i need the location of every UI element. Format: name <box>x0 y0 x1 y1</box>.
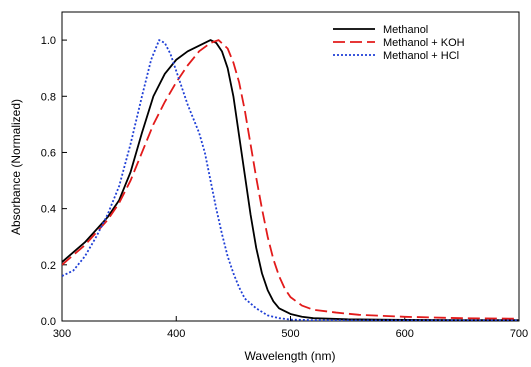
x-tick-label: 300 <box>53 328 71 340</box>
x-tick-label: 700 <box>510 328 528 340</box>
y-tick-label: 0.0 <box>41 316 56 328</box>
y-tick-label: 0.2 <box>41 260 56 272</box>
y-tick-label: 0.8 <box>41 91 56 103</box>
y-tick-label: 0.4 <box>41 204 56 216</box>
x-tick-label: 600 <box>396 328 414 340</box>
y-tick-label: 0.6 <box>41 147 56 159</box>
y-axis-label: Absorbance (Normalized) <box>9 99 23 235</box>
x-axis-label: Wavelength (nm) <box>245 349 336 363</box>
series-line-3 <box>62 39 519 321</box>
series-layer <box>62 39 519 321</box>
series-line-2 <box>62 39 519 320</box>
y-tick-label: 1.0 <box>41 35 56 47</box>
legend-label: Methanol + HCl <box>383 50 459 62</box>
y-axis: 0.0 0.2 0.4 0.6 0.8 1.0 <box>41 35 67 328</box>
x-tick-label: 400 <box>167 328 185 340</box>
legend-label: Methanol + KOH <box>383 37 465 49</box>
legend-label: Methanol <box>383 24 428 36</box>
series-line-1 <box>62 39 519 321</box>
x-tick-label: 500 <box>281 328 299 340</box>
